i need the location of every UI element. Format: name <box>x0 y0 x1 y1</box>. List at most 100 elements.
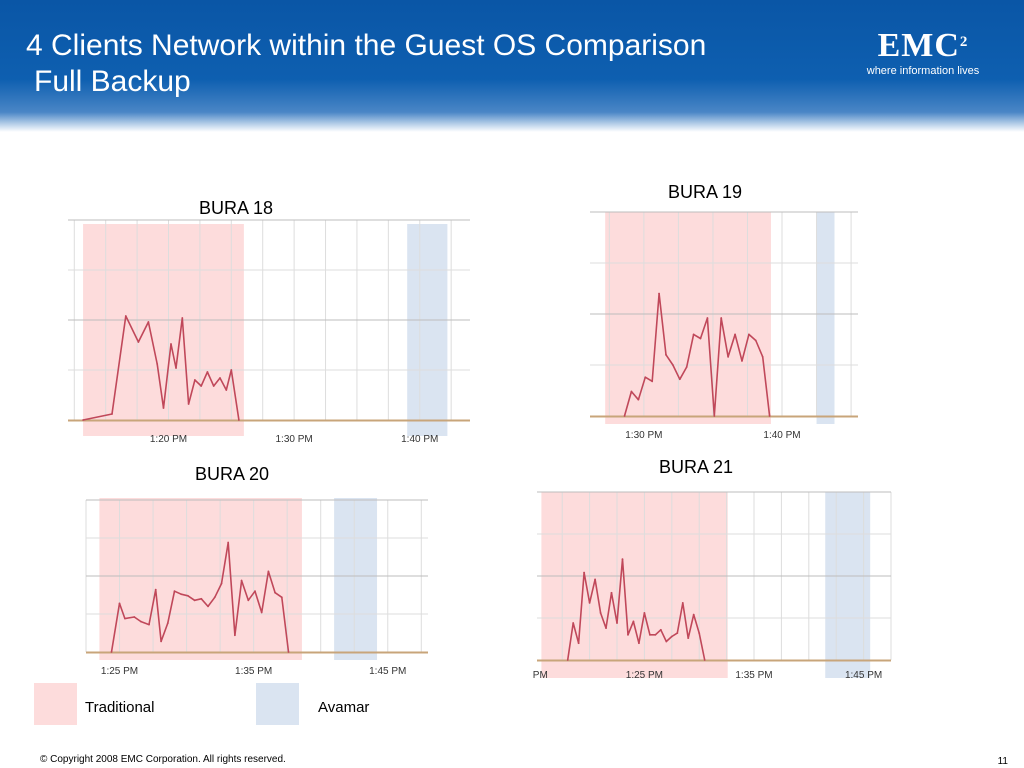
legend-label-traditional: Traditional <box>85 699 155 716</box>
data-point <box>632 620 635 623</box>
data-point <box>754 339 757 342</box>
chart-bura-18: 1:20 PM 1:30 PM 1:40 PM <box>68 219 470 445</box>
title-line-1: 4 Clients Network within the Guest OS Co… <box>26 29 707 62</box>
data-point <box>638 642 640 645</box>
data-point <box>627 633 629 636</box>
copyright-footer: © Copyright 2008 EMC Corporation. All ri… <box>40 754 286 765</box>
chart-bura-21: PM 1:25 PM 1:35 PM 1:45 PM <box>533 491 892 681</box>
data-point <box>659 628 662 631</box>
data-point <box>260 611 263 614</box>
data-point <box>665 640 668 643</box>
data-point <box>623 415 626 417</box>
data-point <box>658 292 660 295</box>
band-traditional <box>605 212 771 424</box>
x-tick-label: 1:35 PM <box>735 670 772 681</box>
data-point <box>170 343 172 345</box>
logo-tagline: where information lives <box>866 65 980 77</box>
data-point <box>670 635 673 638</box>
data-point <box>761 355 764 358</box>
data-point <box>605 627 607 629</box>
data-point <box>637 398 640 401</box>
data-point <box>676 632 679 635</box>
page-number: 11 <box>997 756 1008 767</box>
emc-logo: EMC2 where information lives <box>858 28 988 84</box>
logo-superscript: 2 <box>959 34 969 50</box>
data-point <box>162 407 165 409</box>
chart-bura-20: 1:25 PM 1:35 PM 1:45 PM <box>85 498 428 677</box>
data-point <box>681 601 684 604</box>
data-point <box>643 612 646 614</box>
series-line <box>566 558 706 661</box>
data-point <box>206 371 209 373</box>
data-point <box>665 353 667 356</box>
data-point <box>583 571 586 574</box>
logo-word: EMC <box>877 27 960 64</box>
data-point <box>267 570 270 573</box>
data-point <box>588 601 591 604</box>
data-point <box>187 594 189 597</box>
data-point <box>225 389 228 391</box>
x-tick-label: 1:35 PM <box>235 666 272 677</box>
data-point <box>181 317 184 319</box>
data-point <box>160 640 163 643</box>
band-avamar <box>816 212 835 424</box>
data-point <box>200 597 203 600</box>
data-point <box>671 364 674 366</box>
data-point <box>219 377 221 379</box>
x-tick-label: 1:25 PM <box>626 670 663 681</box>
data-point <box>692 333 695 336</box>
data-point <box>180 593 183 596</box>
legend-swatch-traditional <box>34 683 77 725</box>
chart-title-bura-19: BURA 19 <box>668 182 743 202</box>
x-tick-label: 1:40 PM <box>401 434 438 445</box>
legend-swatch-avamar <box>256 683 299 725</box>
band-traditional <box>99 498 302 660</box>
slide-header: 4 Clients Network within the Guest OS Co… <box>0 0 1024 132</box>
data-point <box>594 578 596 581</box>
data-point <box>287 651 290 653</box>
data-point <box>193 599 196 602</box>
chart-title-bura-21: BURA 21 <box>659 457 734 477</box>
data-point <box>193 379 196 381</box>
band-avamar <box>407 224 448 436</box>
data-point <box>274 591 277 594</box>
slide-title: 4 Clients Network within the Guest OS Co… <box>26 28 706 100</box>
data-point <box>692 613 695 616</box>
data-point <box>147 321 150 323</box>
x-tick-label: 1:25 PM <box>101 666 138 677</box>
x-tick-label: 1:45 PM <box>845 670 882 681</box>
data-point <box>727 355 730 358</box>
data-point <box>140 620 142 623</box>
data-point <box>137 341 140 343</box>
data-point <box>237 419 240 421</box>
data-point <box>648 633 651 636</box>
data-point <box>706 317 709 319</box>
chart-title-bura-20: BURA 20 <box>195 464 270 484</box>
data-point <box>566 659 569 661</box>
data-point <box>233 634 236 637</box>
data-point <box>678 378 681 381</box>
chart-bura-19: 1:30 PM 1:40 PM <box>590 211 858 441</box>
chart-title-bura-18: BURA 18 <box>199 198 274 218</box>
x-tick-label: 1:20 PM <box>150 434 187 445</box>
data-point <box>175 367 177 369</box>
data-point <box>220 582 223 585</box>
data-point <box>644 376 647 379</box>
data-point <box>247 599 250 602</box>
data-point <box>685 366 688 368</box>
data-point <box>227 541 230 544</box>
data-point <box>577 642 580 645</box>
data-point <box>741 360 743 362</box>
band-avamar <box>334 498 378 660</box>
x-tick-label: 1:45 PM <box>369 666 406 677</box>
x-tick-label: 1:30 PM <box>276 434 313 445</box>
data-point <box>82 419 84 421</box>
data-point <box>148 623 150 626</box>
x-tick-label: 1:30 PM <box>625 430 662 441</box>
data-point <box>621 558 624 561</box>
x-tick-label: PM <box>533 670 548 681</box>
data-point <box>154 588 157 591</box>
data-point <box>118 602 121 605</box>
data-point <box>213 596 216 599</box>
data-point <box>747 333 750 336</box>
